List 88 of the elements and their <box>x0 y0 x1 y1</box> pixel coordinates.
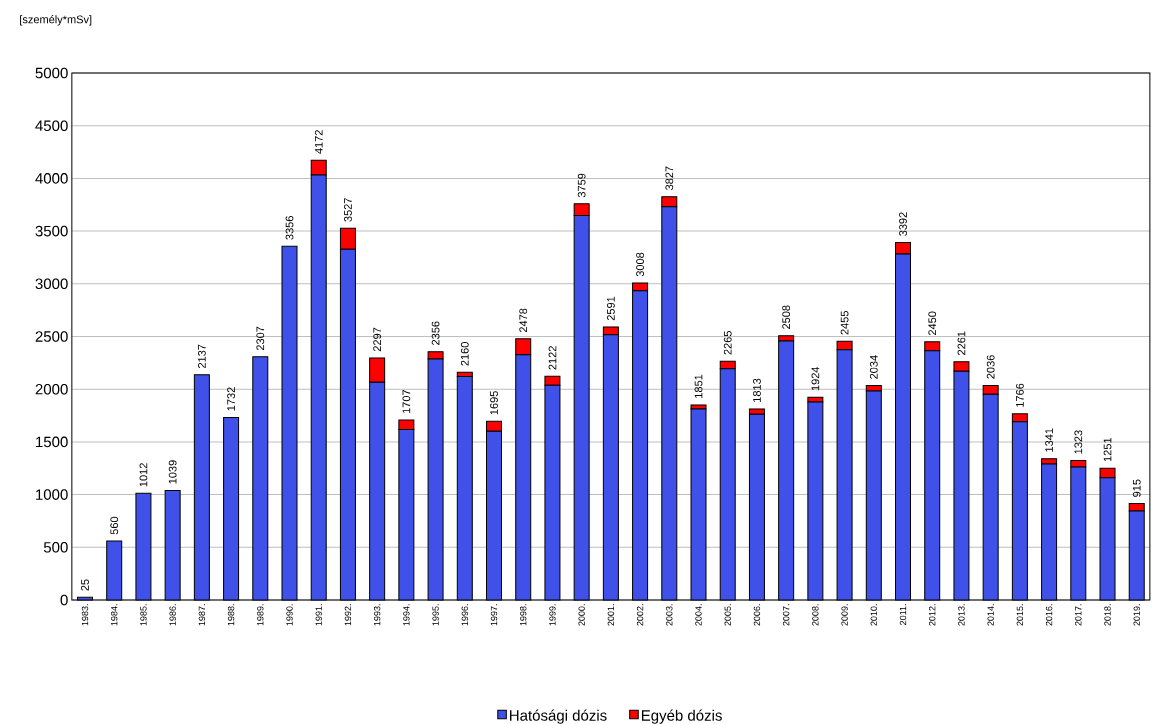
total-label: 1012 <box>139 463 148 487</box>
x-tick-label: 2004. <box>695 604 702 626</box>
total-label: 2591 <box>606 296 615 321</box>
total-label: 3356 <box>285 216 294 240</box>
y-tick-label: 5000 <box>35 67 68 79</box>
total-label: 560 <box>110 516 119 535</box>
x-tick-label: 1993. <box>373 604 381 626</box>
x-tick-label: 2008. <box>812 604 819 626</box>
total-label: 915 <box>1132 479 1141 497</box>
x-tick-label: 1990. <box>286 604 293 626</box>
x-tick-label: 2003. <box>666 604 673 626</box>
total-label: 2297 <box>373 327 382 352</box>
total-label: 2034 <box>869 355 878 379</box>
total-label: 2356 <box>431 321 440 345</box>
x-tick-label: 2000. <box>578 604 585 626</box>
x-tick-label: 1987. <box>198 604 206 626</box>
x-tick-label: 1985. <box>140 604 147 626</box>
x-tick-label: 1991. <box>315 604 322 626</box>
x-tick-label: 2002. <box>636 604 644 626</box>
total-label: 1695 <box>490 391 498 415</box>
x-tick-label: 2015. <box>1016 604 1024 626</box>
total-label: 3527 <box>344 198 352 222</box>
total-label: 3392 <box>899 212 907 236</box>
y-tick-label: 0 <box>60 594 68 606</box>
total-label: 3759 <box>577 173 586 198</box>
x-tick-label: 1998. <box>520 604 527 626</box>
legend-label: Egyéb dózis <box>641 709 722 724</box>
x-tick-label: 2019. <box>1133 604 1140 626</box>
x-tick-label: 2012. <box>929 604 936 626</box>
y-axis-title: [személy*mSv] <box>20 15 92 26</box>
total-label: 3827 <box>665 166 674 191</box>
x-tick-label: 1999. <box>549 604 556 626</box>
x-tick-label: 1989. <box>257 604 264 626</box>
total-label: 2122 <box>548 346 557 370</box>
total-label: 2508 <box>782 305 791 329</box>
total-label: 2455 <box>840 311 849 335</box>
y-tick-label: 4500 <box>35 120 68 132</box>
y-tick-label: 2500 <box>35 331 68 342</box>
y-tick-label: 3500 <box>35 225 68 237</box>
x-tick-label: 1988. <box>227 604 235 626</box>
total-label: 2265 <box>723 331 732 355</box>
total-label: 1813 <box>753 378 761 402</box>
total-label: 25 <box>81 579 89 591</box>
x-tick-label: 2018. <box>1104 604 1111 626</box>
x-tick-label: 1986. <box>169 604 176 626</box>
total-label: 1039 <box>168 460 177 484</box>
x-tick-label: 1984. <box>111 604 118 626</box>
x-tick-label: 2001. <box>607 604 615 626</box>
total-label: 1924 <box>811 366 820 391</box>
total-label: 1341 <box>1045 428 1053 452</box>
total-label: 1732 <box>227 387 235 411</box>
y-tick-label: 4000 <box>35 173 68 184</box>
x-tick-label: 2007. <box>782 604 790 626</box>
x-tick-label: 2013. <box>958 604 965 626</box>
x-tick-label: 2005. <box>724 604 731 626</box>
total-label: 2137 <box>197 344 206 369</box>
total-label: 3008 <box>636 252 644 277</box>
total-label: 1251 <box>1103 438 1112 462</box>
x-tick-label: 2017. <box>1075 604 1082 626</box>
y-tick-label: 1000 <box>36 489 68 500</box>
total-label: 1766 <box>1015 383 1024 407</box>
total-label: 4172 <box>314 130 323 154</box>
total-label: 1851 <box>694 374 703 398</box>
x-tick-label: 2011. <box>899 604 907 625</box>
x-tick-label: 2016. <box>1045 604 1053 626</box>
legend-label: Hatósági dózis <box>510 709 607 724</box>
x-tick-label: 1992. <box>344 604 352 626</box>
x-tick-label: 1997. <box>490 604 498 626</box>
y-tick-label: 3000 <box>35 278 68 290</box>
y-tick-label: 2000 <box>35 383 68 395</box>
x-tick-label: 1983. <box>81 604 89 626</box>
x-tick-label: 1996. <box>461 604 468 626</box>
total-label: 2160 <box>460 342 469 366</box>
x-tick-label: 1994. <box>403 604 410 626</box>
total-label: 1323 <box>1074 430 1083 454</box>
x-tick-label: 2006. <box>753 604 761 626</box>
x-tick-label: 2010. <box>870 604 877 626</box>
total-label: 2036 <box>986 355 995 379</box>
x-tick-label: 2014. <box>987 604 994 626</box>
total-label: 2478 <box>519 308 528 333</box>
total-label: 2307 <box>256 326 265 351</box>
y-tick-label: 1500 <box>36 436 68 448</box>
total-label: 2261 <box>957 331 966 355</box>
x-tick-label: 1995. <box>432 604 439 626</box>
total-label: 2450 <box>928 311 937 336</box>
x-tick-label: 2009. <box>841 604 848 626</box>
y-tick-label: 500 <box>43 541 68 553</box>
total-label: 1707 <box>402 389 411 414</box>
